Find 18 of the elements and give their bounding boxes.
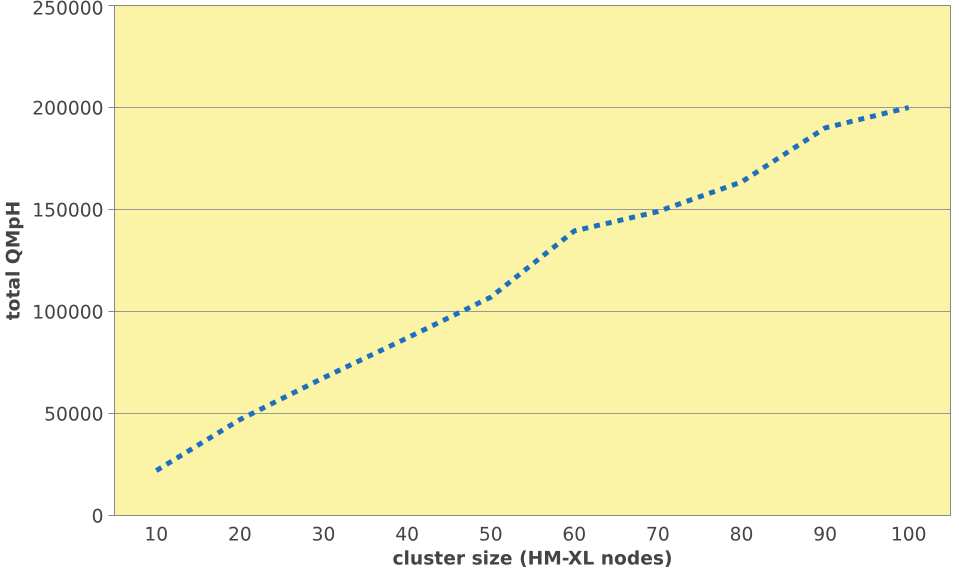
x-tick-label: 30: [312, 524, 336, 546]
y-tick-label: 250000: [32, 0, 104, 20]
y-axis-title: total QMpH: [3, 200, 24, 320]
x-tick-label: 20: [228, 524, 252, 546]
x-tick-label: 50: [478, 524, 503, 546]
x-axis-title: cluster size (HM-XL nodes): [392, 548, 673, 570]
x-tick-label: 90: [813, 524, 837, 546]
y-tick-label: 0: [92, 506, 104, 528]
x-tick-label: 40: [395, 524, 419, 546]
y-tick-label: 100000: [32, 302, 104, 324]
y-tick-label: 50000: [44, 404, 104, 426]
x-tick-label: 70: [646, 524, 670, 546]
x-tick-label: 10: [144, 524, 168, 546]
y-tick-label: 150000: [32, 200, 104, 222]
x-tick-label: 80: [730, 524, 754, 546]
x-tick-label: 100: [890, 524, 927, 546]
x-tick-label: 60: [562, 524, 586, 546]
y-tick-label: 200000: [32, 98, 104, 120]
